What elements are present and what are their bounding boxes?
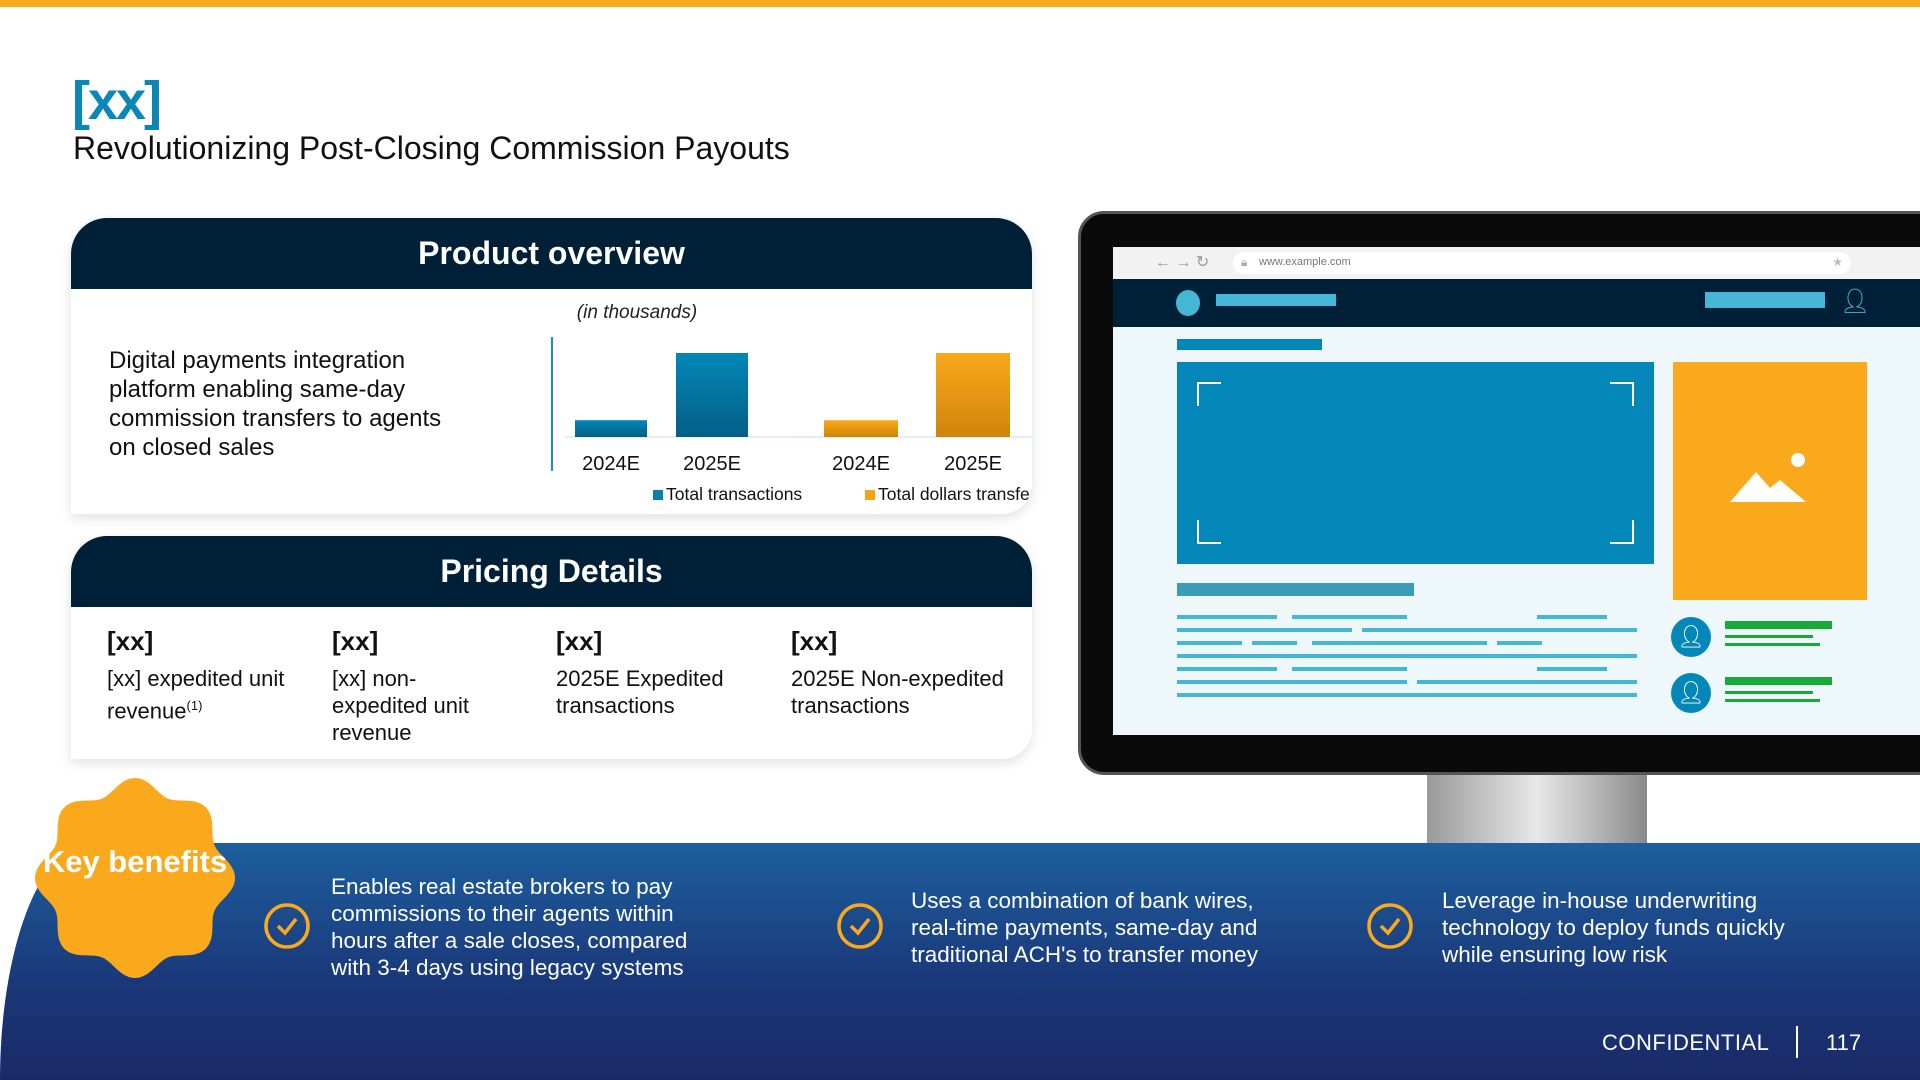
star-icon: ★ bbox=[1832, 255, 1843, 269]
tick-label: 2024E bbox=[832, 453, 890, 475]
pricing-item: [xx] 2025E Non-expedited transactions bbox=[791, 628, 1031, 719]
browser-toolbar: ← → ↻ 🔒︎ www.example.com ★ bbox=[1113, 247, 1920, 279]
pricing-item: [xx] 2025E Expedited transactions bbox=[556, 628, 756, 719]
confidential-label: CONFIDENTIAL bbox=[1602, 1030, 1770, 1055]
hero-image-placeholder bbox=[1177, 362, 1654, 564]
monitor-stand bbox=[1427, 775, 1647, 843]
text-line-placeholder bbox=[1362, 628, 1637, 632]
pricing-details-card: Pricing Details [xx] [xx] expedited unit … bbox=[71, 536, 1032, 759]
pricing-value: [xx] bbox=[791, 626, 838, 656]
check-circle-icon bbox=[837, 903, 883, 949]
text-line-placeholder bbox=[1177, 628, 1352, 632]
text-line-placeholder bbox=[1312, 641, 1487, 645]
bar-2024E bbox=[575, 420, 647, 437]
text-line-placeholder bbox=[1292, 667, 1407, 671]
text-line-placeholder bbox=[1537, 615, 1607, 619]
text-line-placeholder bbox=[1537, 667, 1607, 671]
tick-label: 2025E bbox=[944, 453, 1002, 475]
pricing-value: [xx] bbox=[107, 626, 154, 656]
pricing-label: 2025E Expedited transactions bbox=[556, 666, 724, 718]
benefit-text: Uses a combination of bank wires, real-t… bbox=[911, 888, 1258, 967]
tick-label: 2024E bbox=[582, 453, 640, 475]
bar-chart: (in thousands) 2024E 2025E Total transacti… bbox=[551, 302, 1032, 504]
address-bar: 🔒︎ www.example.com ★ bbox=[1233, 252, 1851, 274]
avatar-icon: 👤︎ bbox=[1671, 617, 1711, 657]
legend-swatch bbox=[865, 490, 875, 500]
avatar-icon: 👤︎ bbox=[1671, 673, 1711, 713]
monitor-screen: ← → ↻ 🔒︎ www.example.com ★ 👤︎ 👤︎ 👤︎ bbox=[1113, 247, 1920, 735]
key-benefits-label: Key benefits bbox=[42, 844, 228, 879]
nav-placeholder bbox=[1216, 294, 1336, 306]
legend-label: Total transactions bbox=[666, 484, 802, 504]
page-number: 117 bbox=[1826, 1030, 1862, 1055]
user-icon: 👤︎ bbox=[1840, 288, 1871, 315]
text-line-placeholder bbox=[1177, 641, 1242, 645]
benefit-text: Leverage in-house underwriting technolog… bbox=[1442, 888, 1785, 967]
product-description: Digital payments integration platform en… bbox=[109, 347, 442, 461]
page-title: Revolutionizing Post-Closing Commission … bbox=[73, 130, 790, 166]
nav-button-placeholder bbox=[1705, 292, 1825, 308]
text-line-placeholder bbox=[1252, 641, 1297, 645]
pricing-label: [xx] expedited unit revenue bbox=[107, 666, 285, 724]
bar-2025E bbox=[676, 353, 748, 437]
product-overview-card: Product overview Digital payments integr… bbox=[71, 218, 1032, 514]
back-forward-icon: ← → ↻ bbox=[1155, 254, 1210, 271]
site-logo-icon bbox=[1176, 290, 1200, 316]
tick-label: 2025E bbox=[683, 453, 741, 475]
heading-placeholder bbox=[1177, 339, 1322, 350]
check-circle-icon bbox=[1367, 903, 1413, 949]
text-line-placeholder bbox=[1177, 654, 1637, 658]
benefit-text: Enables real estate brokers to pay commi… bbox=[331, 874, 688, 980]
pricing-item: [xx] [xx] expedited unit revenue(1) bbox=[107, 628, 317, 724]
subheading-placeholder bbox=[1177, 583, 1414, 596]
legend-swatch bbox=[653, 490, 663, 500]
legend-label: Total dollars transferred bbox=[878, 484, 1032, 504]
chart-subtitle: (in thousands) bbox=[577, 302, 697, 323]
check-circle-icon bbox=[264, 903, 310, 949]
pricing-label: 2025E Non-expedited transactions bbox=[791, 666, 1004, 718]
footer-divider bbox=[1796, 1026, 1798, 1058]
text-line-placeholder bbox=[1417, 680, 1637, 684]
pricing-value: [xx] bbox=[332, 626, 379, 656]
bar-2024E bbox=[824, 420, 898, 437]
text-line-placeholder bbox=[1497, 641, 1542, 645]
image-icon bbox=[1730, 453, 1806, 502]
key-benefits-badge bbox=[35, 778, 235, 978]
site-navbar: 👤︎ bbox=[1113, 279, 1920, 327]
text-line-placeholder bbox=[1177, 693, 1637, 697]
text-line-placeholder bbox=[1177, 667, 1277, 671]
text-line-placeholder bbox=[1292, 615, 1407, 619]
url-text: www.example.com bbox=[1259, 256, 1351, 268]
product-overview-header: Product overview bbox=[71, 218, 1032, 289]
key-benefits-band bbox=[0, 843, 1920, 1080]
text-lines-placeholder bbox=[1177, 615, 1637, 705]
pricing-details-header: Pricing Details bbox=[71, 536, 1032, 607]
text-line-placeholder bbox=[1177, 680, 1407, 684]
image-placeholder bbox=[1673, 362, 1867, 600]
top-accent-bar bbox=[0, 0, 1920, 7]
logo: [xx] bbox=[72, 71, 162, 131]
lock-icon: 🔒︎ bbox=[1241, 255, 1248, 269]
pricing-item: [xx] [xx] non-expedited unit revenue bbox=[332, 628, 502, 746]
footnote-marker: (1) bbox=[186, 698, 203, 713]
text-line-placeholder bbox=[1177, 615, 1277, 619]
pricing-label: [xx] non-expedited unit revenue bbox=[332, 666, 469, 745]
pricing-value: [xx] bbox=[556, 626, 603, 656]
bar-2025E bbox=[936, 353, 1010, 437]
